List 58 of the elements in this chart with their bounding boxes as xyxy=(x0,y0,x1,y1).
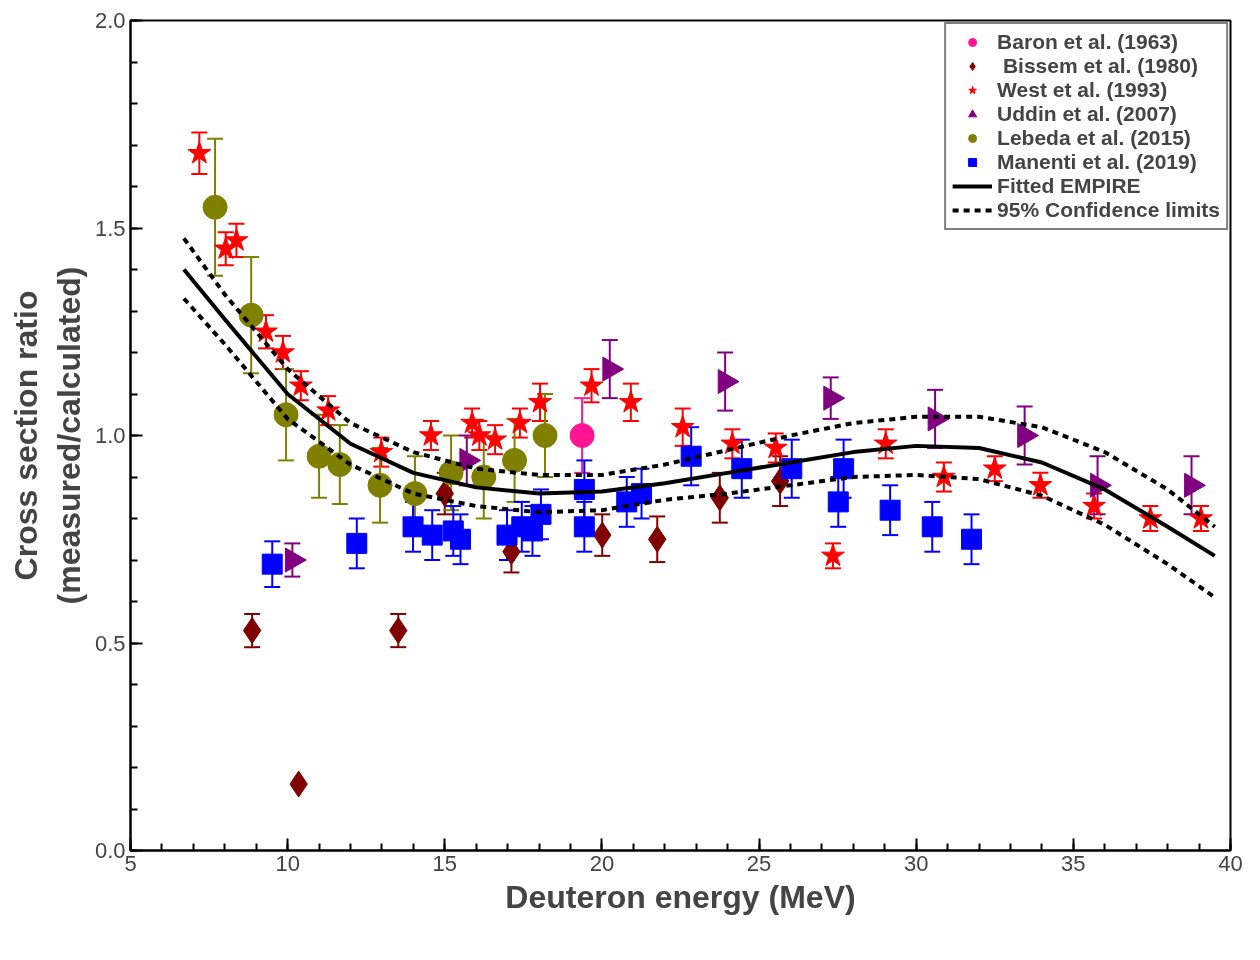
legend-label: Manenti et al. (2019) xyxy=(997,150,1197,174)
y-tick-label: 0.5 xyxy=(94,630,126,656)
point xyxy=(961,528,983,550)
legend-label: Fitted EMPIRE xyxy=(997,174,1141,198)
x-tick-label: 15 xyxy=(432,850,458,876)
point xyxy=(261,553,283,575)
point xyxy=(670,414,695,438)
point xyxy=(827,491,849,513)
x-tick-label: 30 xyxy=(903,850,929,876)
point xyxy=(460,410,485,434)
point xyxy=(532,423,558,448)
y-tick-label: 1.0 xyxy=(94,423,126,448)
point xyxy=(507,410,532,434)
point xyxy=(467,423,492,446)
point xyxy=(421,524,443,546)
point xyxy=(271,340,295,363)
x-axis-title: Deuteron energy (MeV) xyxy=(505,878,856,915)
legend-label: Uddin et al. (2007) xyxy=(997,102,1177,126)
point xyxy=(833,458,855,480)
x-tick-label: 35 xyxy=(1061,850,1086,876)
point xyxy=(402,516,424,538)
point xyxy=(879,499,901,521)
legend-label: Baron et al. (1963) xyxy=(997,30,1179,54)
point xyxy=(579,373,604,396)
x-tick-label: 20 xyxy=(589,850,615,876)
y-tick-label: 0.0 xyxy=(94,838,126,863)
legend-label: Lebeda et al. (2015) xyxy=(997,126,1191,150)
point xyxy=(202,194,228,220)
point xyxy=(346,532,368,554)
point xyxy=(483,427,507,450)
y-tick-label: 1.5 xyxy=(94,215,126,241)
y-tick-label: 2.0 xyxy=(94,8,126,33)
line-series xyxy=(181,296,1217,600)
legend-label: West et al. (1993) xyxy=(997,78,1168,102)
point xyxy=(569,423,595,448)
y-axis-title: Cross section ratio (measured/calculated) xyxy=(7,266,87,605)
point xyxy=(306,443,332,469)
point xyxy=(618,389,643,413)
point xyxy=(450,528,471,550)
point xyxy=(921,516,943,538)
line-series xyxy=(181,236,1217,529)
line-series xyxy=(181,267,1217,558)
point xyxy=(528,389,552,413)
point xyxy=(763,435,788,459)
legend-label: Bissem et al. (1980) xyxy=(1001,54,1198,78)
point xyxy=(187,140,212,164)
point xyxy=(242,617,262,645)
x-tick-label: 5 xyxy=(124,850,137,876)
point xyxy=(419,423,443,446)
point xyxy=(254,319,278,342)
point xyxy=(238,302,264,328)
x-tick-label: 25 xyxy=(746,850,772,876)
point xyxy=(573,516,595,538)
legend-label: 95% Confidence limits xyxy=(997,198,1220,222)
point xyxy=(224,227,249,251)
x-tick-label: 40 xyxy=(1218,850,1243,876)
x-tick-label: 10 xyxy=(275,850,300,876)
point xyxy=(502,447,528,473)
